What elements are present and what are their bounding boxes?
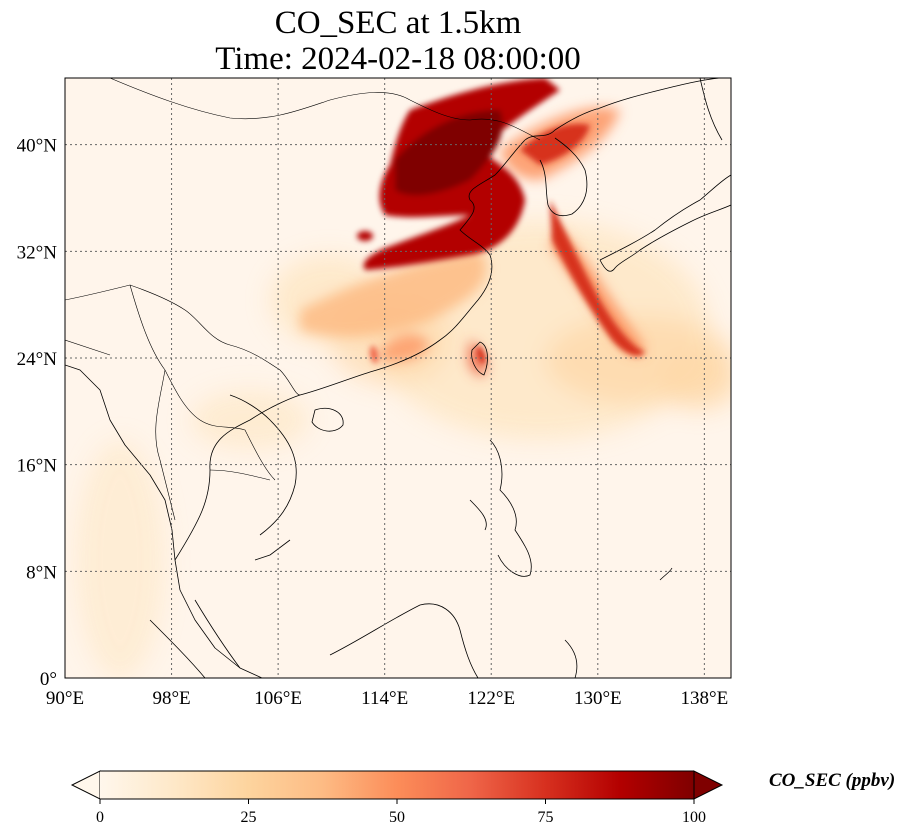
colorbar-under-extension bbox=[70, 770, 101, 800]
lon-tick-label: 114°E bbox=[361, 688, 408, 709]
concentration-field bbox=[75, 78, 731, 678]
lon-tick-label: 138°E bbox=[681, 688, 729, 709]
lon-tick-label: 90°E bbox=[46, 688, 84, 709]
colorbar-ticks: 0 25 50 75 100 bbox=[96, 799, 706, 826]
lat-tick-label: 24°N bbox=[17, 349, 58, 370]
colorbar-tick-label: 100 bbox=[682, 809, 706, 826]
lon-tick-label: 106°E bbox=[254, 688, 302, 709]
lat-tick-label: 16°N bbox=[17, 456, 58, 477]
colorbar-tick-label: 0 bbox=[96, 809, 104, 826]
colorbar-gradient bbox=[100, 771, 694, 799]
gridlines bbox=[65, 78, 731, 678]
map-title: CO_SEC at 1.5km bbox=[274, 5, 522, 41]
lat-tick-label: 40°N bbox=[17, 136, 58, 157]
lon-tick-label: 130°E bbox=[574, 688, 622, 709]
colorbar-tick-label: 50 bbox=[389, 809, 405, 826]
map-timestamp: Time: 2024-02-18 08:00:00 bbox=[215, 41, 581, 77]
lon-tick-label: 98°E bbox=[152, 688, 190, 709]
country-borders bbox=[65, 78, 541, 521]
lat-tick-label: 8°N bbox=[26, 562, 57, 583]
latitude-axis: 0° 8°N 16°N 24°N 32°N 40°N bbox=[17, 136, 58, 690]
colorbar-label: CO_SEC (ppbv) bbox=[769, 770, 895, 791]
lon-tick-label: 122°E bbox=[467, 688, 515, 709]
lat-tick-label: 32°N bbox=[17, 242, 58, 263]
colorbar-tick-label: 75 bbox=[538, 809, 554, 826]
coastlines bbox=[65, 78, 731, 678]
map-frame bbox=[64, 77, 732, 679]
longitude-axis: 90°E 98°E 106°E 114°E 122°E 130°E 138°E bbox=[46, 688, 728, 709]
colorbar-tick-label: 25 bbox=[241, 809, 257, 826]
colorbar-over-extension bbox=[693, 770, 724, 800]
colorbar: 0 25 50 75 100 CO_SEC (ppbv) bbox=[70, 770, 895, 826]
lat-tick-label: 0° bbox=[40, 669, 57, 690]
